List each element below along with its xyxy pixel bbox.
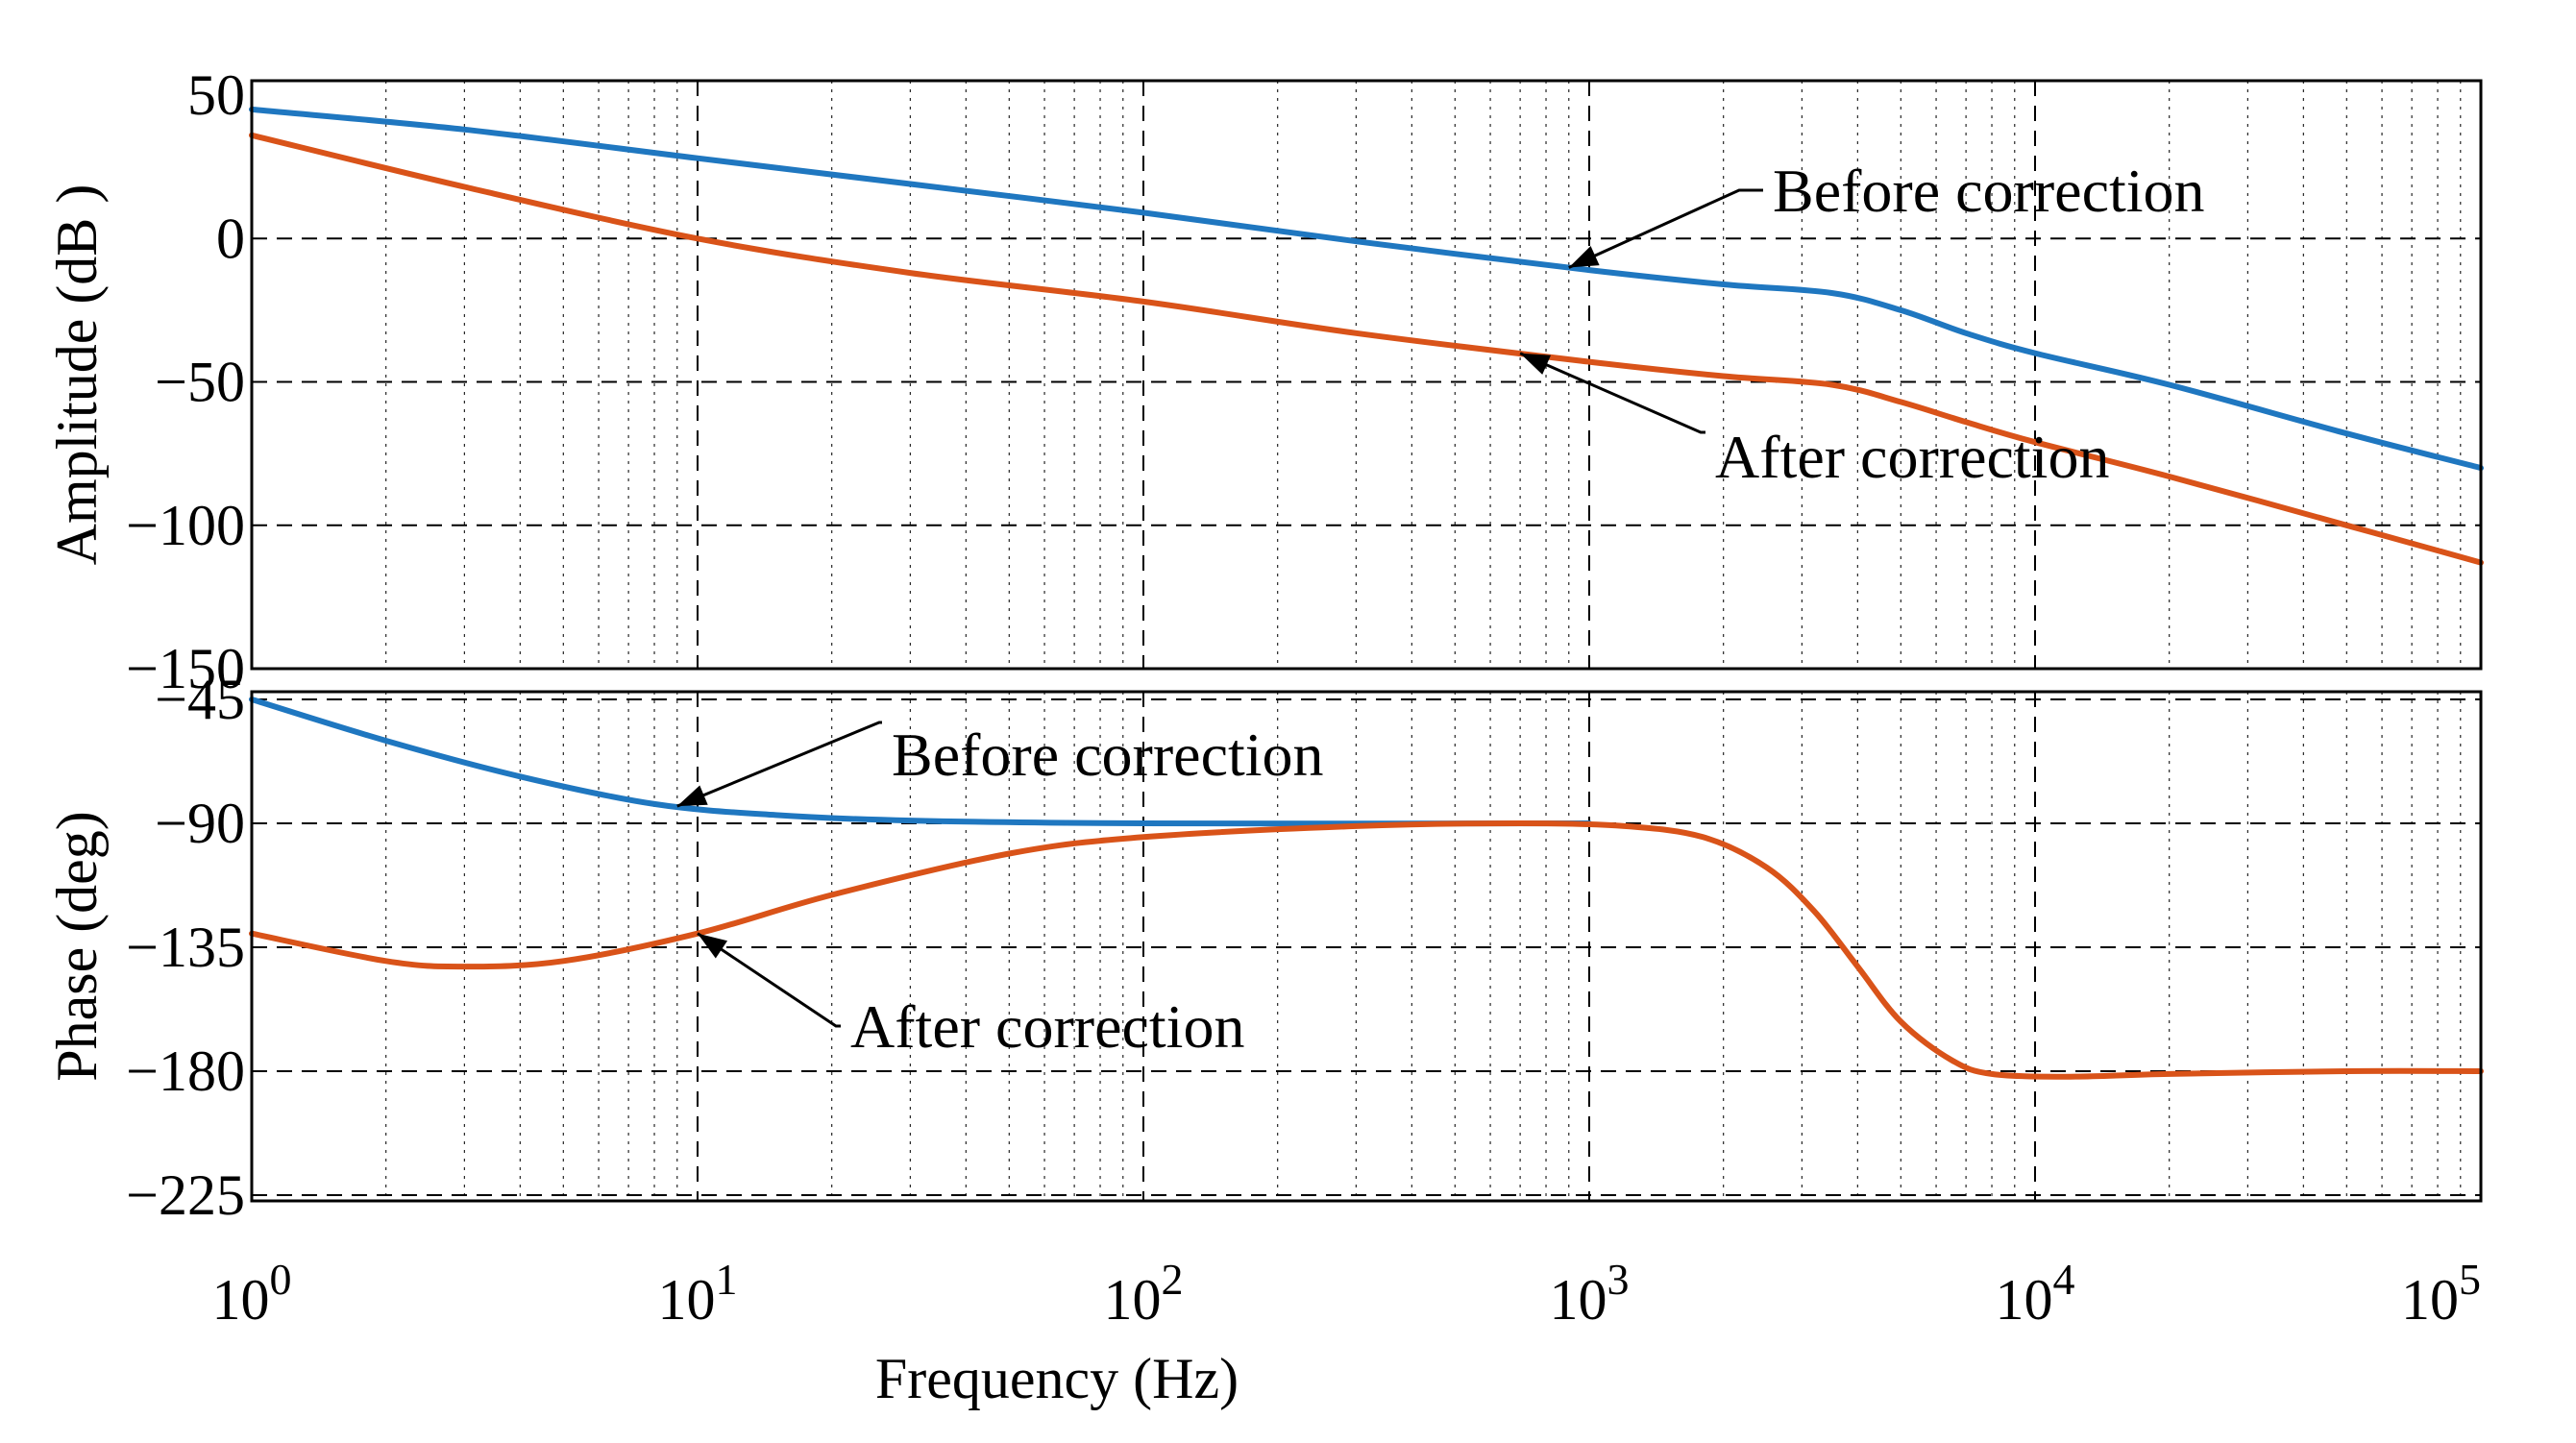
y-tick-label: −150 [126, 637, 245, 700]
x-axis-label: Frequency (Hz) [875, 1347, 1239, 1410]
y-tick-label: 50 [187, 63, 245, 127]
amplitude-series [249, 106, 2484, 566]
annotation-leader [1519, 352, 1705, 434]
annotation-label: Before correction [892, 721, 1324, 789]
y-tick-label: −180 [126, 1039, 245, 1103]
x-tick-label: 100 [212, 1255, 292, 1332]
annotation-arrowhead [676, 785, 708, 807]
amplitude-y-ticks: 50 0 −50 −100 −150 [126, 63, 245, 700]
annotation-leader [676, 721, 882, 808]
x-tick-label: 103 [1550, 1255, 1630, 1332]
amplitude-axes-frame [250, 79, 2483, 671]
x-tick-label: 105 [2401, 1255, 2481, 1332]
phase-axes-frame [250, 690, 2483, 1203]
y-tick-label: −135 [126, 916, 245, 979]
amplitude-y-axis-label: Amplitude (dB ) [45, 184, 109, 566]
before-correction-line [249, 106, 2484, 472]
after-correction-line [249, 132, 2484, 566]
x-tick-label: 104 [1996, 1255, 2075, 1332]
annotation-arrowhead [1568, 246, 1600, 268]
phase-panel: −45 −90 −135 −180 −225 Phase (deg) Before co… [45, 668, 2484, 1227]
y-tick-label: −225 [126, 1163, 245, 1227]
before-correction-line [249, 697, 1592, 827]
phase-series [249, 697, 2484, 1080]
after-correction-line [249, 820, 2484, 1080]
phase-annotations: Before correction After correction [676, 721, 1324, 1061]
y-tick-label: −45 [155, 668, 245, 731]
y-tick-label: −50 [155, 351, 245, 414]
y-tick-label: −100 [126, 494, 245, 557]
amplitude-minor-grid [385, 81, 2462, 669]
x-tick-label: 101 [658, 1255, 738, 1332]
y-tick-label: 0 [216, 207, 245, 270]
phase-major-grid [252, 692, 2481, 1201]
x-axis-ticks: 100 101 102 103 104 105 [212, 1255, 2482, 1332]
annotation-arrowhead [698, 933, 728, 959]
phase-y-ticks: −45 −90 −135 −180 −225 [126, 668, 245, 1227]
annotation-leader [697, 932, 841, 1028]
annotation-leader [1568, 188, 1763, 269]
amplitude-annotations: Before correction After correction [1519, 157, 2205, 491]
amplitude-panel: 50 0 −50 −100 −150 Amplitude (dB ) Before co… [45, 63, 2484, 700]
phase-y-axis-label: Phase (deg) [45, 811, 109, 1082]
annotation-label: Before correction [1773, 157, 2205, 225]
annotation-label: After correction [1715, 423, 2109, 491]
annotation-label: After correction [850, 992, 1244, 1061]
x-tick-label: 102 [1104, 1255, 1184, 1332]
annotation-arrowhead [1520, 353, 1552, 375]
y-tick-label: −90 [155, 792, 245, 855]
phase-minor-grid [385, 692, 2462, 1201]
